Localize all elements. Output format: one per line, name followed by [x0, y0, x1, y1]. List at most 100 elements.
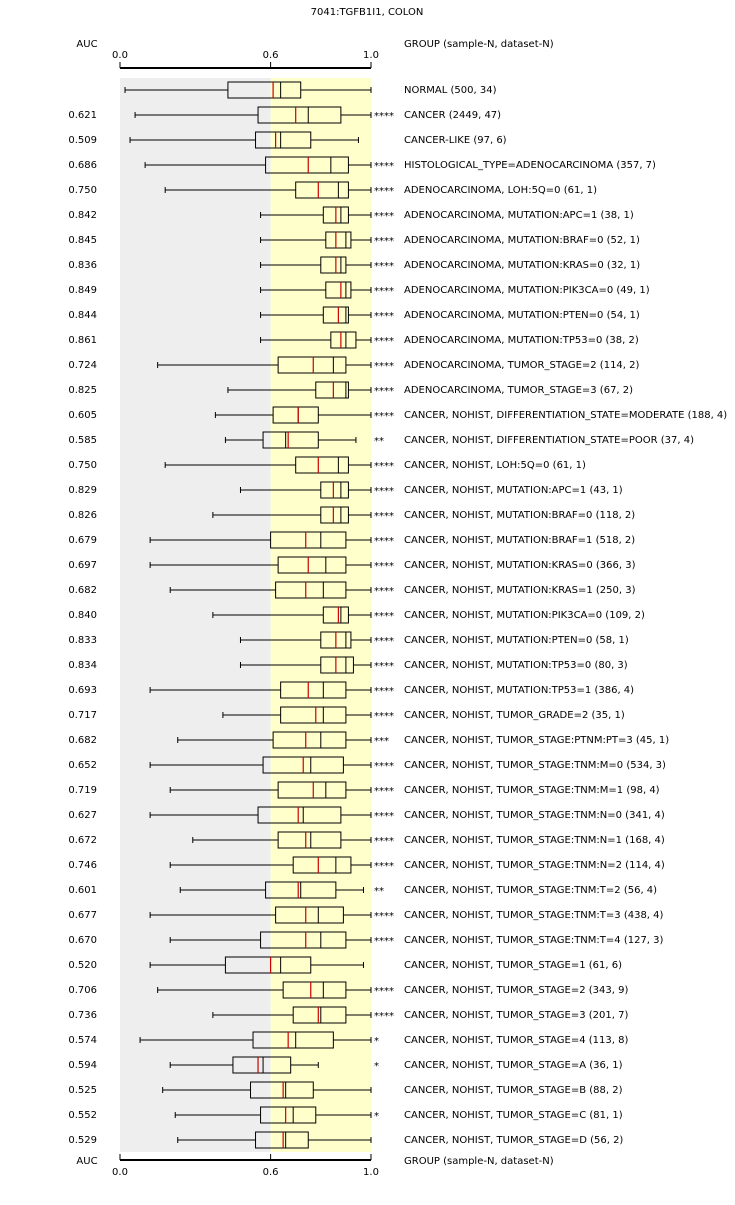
significance-stars: **** [374, 661, 394, 672]
auc-value: 0.736 [68, 1010, 97, 1021]
group-label: CANCER, NOHIST, TUMOR_STAGE=3 (201, 7) [404, 1010, 628, 1021]
x-tick-label: 1.0 [363, 50, 379, 61]
auc-value: 0.825 [68, 385, 97, 396]
significance-stars: **** [374, 861, 394, 872]
box [322, 606, 349, 624]
significance-stars: **** [374, 486, 394, 497]
auc-header: AUC [76, 1156, 97, 1167]
auc-value: 0.670 [68, 935, 97, 946]
group-label: CANCER, NOHIST, LOH:5Q=0 (61, 1) [404, 460, 586, 471]
x-tick-label: 1.0 [363, 1167, 379, 1178]
significance-stars: **** [374, 511, 394, 522]
group-label: ADENOCARCINOMA, MUTATION:APC=1 (38, 1) [404, 210, 634, 221]
auc-value: 0.719 [68, 785, 97, 796]
auc-value: 0.520 [68, 960, 97, 971]
group-label: ADENOCARCINOMA, TUMOR_STAGE=2 (114, 2) [404, 360, 640, 371]
group-label: NORMAL (500, 34) [404, 85, 497, 96]
auc-value: 0.585 [68, 435, 97, 446]
auc-value: 0.836 [68, 260, 97, 271]
significance-stars: ** [374, 436, 384, 447]
group-label: CANCER, NOHIST, TUMOR_STAGE=C (81, 1) [404, 1110, 623, 1121]
box [270, 531, 347, 549]
auc-value: 0.509 [68, 135, 97, 146]
group-label: CANCER (2449, 47) [404, 110, 501, 121]
significance-stars: **** [374, 361, 394, 372]
box [320, 506, 349, 524]
box [277, 356, 347, 374]
group-label: CANCER, NOHIST, TUMOR_STAGE:TNM:T=3 (438… [404, 910, 664, 921]
box [282, 981, 347, 999]
box [275, 581, 347, 599]
significance-stars: **** [374, 636, 394, 647]
x-tick-label: 0.0 [112, 50, 128, 61]
chart-title: 7041:TGFB1I1, COLON [311, 7, 424, 18]
box [322, 306, 349, 324]
box [280, 681, 347, 699]
auc-value: 0.605 [68, 410, 97, 421]
box [257, 806, 342, 824]
auc-value: 0.845 [68, 235, 97, 246]
significance-stars: **** [374, 911, 394, 922]
auc-value: 0.746 [68, 860, 97, 871]
auc-value: 0.677 [68, 910, 97, 921]
significance-stars: **** [374, 786, 394, 797]
group-label: CANCER, NOHIST, TUMOR_STAGE=1 (61, 6) [404, 960, 622, 971]
significance-stars: **** [374, 311, 394, 322]
group-label: CANCER, NOHIST, DIFFERENTIATION_STATE=MO… [404, 410, 727, 421]
group-label: CANCER, NOHIST, MUTATION:BRAF=0 (118, 2) [404, 510, 635, 521]
auc-value: 0.682 [68, 585, 97, 596]
box [255, 1131, 309, 1149]
auc-value: 0.672 [68, 835, 97, 846]
significance-stars: **** [374, 236, 394, 247]
auc-value: 0.693 [68, 685, 97, 696]
box [277, 831, 342, 849]
box [257, 106, 342, 124]
significance-stars: ** [374, 886, 384, 897]
box [295, 181, 349, 199]
group-label: CANCER, NOHIST, TUMOR_STAGE:PTNM:PT=3 (4… [404, 735, 669, 746]
group-label: ADENOCARCINOMA, MUTATION:BRAF=0 (52, 1) [404, 235, 640, 246]
box [227, 81, 302, 99]
significance-stars: **** [374, 936, 394, 947]
auc-value: 0.627 [68, 810, 97, 821]
box [320, 256, 347, 274]
significance-stars: **** [374, 261, 394, 272]
auc-value: 0.826 [68, 510, 97, 521]
group-label: CANCER, NOHIST, DIFFERENTIATION_STATE=PO… [404, 435, 694, 446]
group-label: CANCER, NOHIST, TUMOR_STAGE:TNM:N=0 (341… [404, 810, 665, 821]
group-label: ADENOCARCINOMA, MUTATION:PTEN=0 (54, 1) [404, 310, 640, 321]
group-label: CANCER, NOHIST, TUMOR_STAGE=D (56, 2) [404, 1135, 623, 1146]
significance-stars: **** [374, 761, 394, 772]
auc-value: 0.834 [68, 660, 97, 671]
auc-value: 0.682 [68, 735, 97, 746]
significance-stars: * [374, 1061, 379, 1072]
box [252, 1031, 334, 1049]
group-label: CANCER, NOHIST, TUMOR_STAGE=A (36, 1) [404, 1060, 623, 1071]
significance-stars: **** [374, 1011, 394, 1022]
box [320, 481, 349, 499]
box [295, 456, 349, 474]
auc-value: 0.724 [68, 360, 97, 371]
significance-stars: **** [374, 836, 394, 847]
x-tick-label: 0.0 [112, 1167, 128, 1178]
auc-value: 0.840 [68, 610, 97, 621]
group-label: CANCER, NOHIST, MUTATION:APC=1 (43, 1) [404, 485, 623, 496]
group-label: CANCER, NOHIST, MUTATION:PIK3CA=0 (109, … [404, 610, 645, 621]
auc-value: 0.844 [68, 310, 97, 321]
box [272, 731, 347, 749]
group-label: ADENOCARCINOMA, LOH:5Q=0 (61, 1) [404, 185, 597, 196]
group-label: ADENOCARCINOMA, TUMOR_STAGE=3 (67, 2) [404, 385, 633, 396]
box [260, 931, 347, 949]
box [325, 231, 352, 249]
significance-stars: **** [374, 386, 394, 397]
box [232, 1056, 292, 1074]
group-label: ADENOCARCINOMA, MUTATION:KRAS=0 (32, 1) [404, 260, 640, 271]
auc-value: 0.750 [68, 460, 97, 471]
group-label: ADENOCARCINOMA, MUTATION:PIK3CA=0 (49, 1… [404, 285, 650, 296]
significance-stars: **** [374, 986, 394, 997]
significance-stars: *** [374, 736, 389, 747]
group-header: GROUP (sample-N, dataset-N) [404, 39, 554, 50]
box [224, 956, 312, 974]
x-tick-label: 0.6 [263, 1167, 279, 1178]
